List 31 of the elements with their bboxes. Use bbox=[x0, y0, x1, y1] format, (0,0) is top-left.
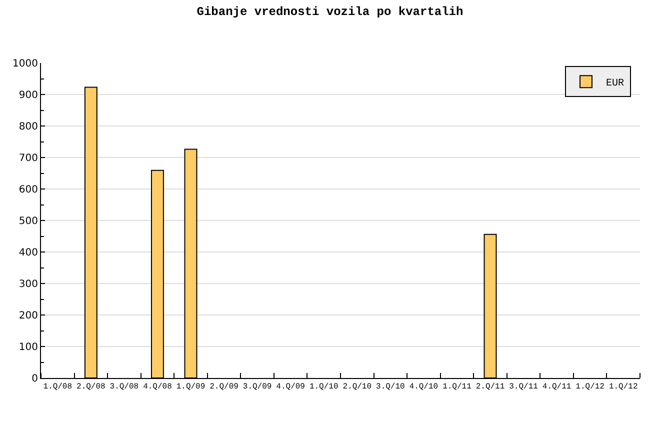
y-tick-label: 200 bbox=[18, 310, 38, 322]
x-tick-label: 4.Q/09 bbox=[276, 382, 306, 392]
chart-title: Gibanje vrednosti vozila po kvartalih bbox=[196, 5, 464, 20]
x-tick-label: 1.Q/12 bbox=[576, 382, 605, 392]
x-tick-label: 3.Q/08 bbox=[110, 382, 139, 392]
x-tick-label: 1.Q/12 bbox=[608, 382, 638, 392]
x-tick-label: 2.Q/10 bbox=[342, 382, 372, 392]
y-tick-label: 1000 bbox=[12, 58, 38, 70]
y-tick-label: 400 bbox=[18, 248, 38, 258]
x-tick-label: 4.Q/11 bbox=[542, 382, 572, 392]
y-tick-label: 100 bbox=[18, 342, 38, 353]
x-tick-label: 2.Q/09 bbox=[210, 382, 239, 392]
x-tick-label: 3.Q/09 bbox=[242, 382, 272, 392]
legend-label: EUR bbox=[606, 78, 624, 90]
y-tick-label: 500 bbox=[18, 216, 38, 227]
x-tick-label: 1.Q/08 bbox=[43, 382, 72, 392]
x-tick-label: 1.Q/09 bbox=[176, 382, 206, 392]
y-tick-label: 0 bbox=[32, 374, 38, 384]
y-tick-label: 600 bbox=[18, 184, 38, 196]
y-tick-label: 300 bbox=[18, 279, 38, 290]
x-tick-label: 4.Q/08 bbox=[143, 382, 172, 392]
y-tick-label: 800 bbox=[18, 122, 38, 132]
x-tick-label: 2.Q/11 bbox=[476, 382, 505, 392]
y-tick-label: 900 bbox=[18, 90, 38, 101]
x-tick-label: 3.Q/10 bbox=[376, 382, 406, 392]
x-tick-label: 3.Q/11 bbox=[509, 382, 538, 392]
x-tick-label: 1.Q/11 bbox=[442, 382, 472, 392]
x-tick-label: 1.Q/10 bbox=[309, 382, 338, 392]
x-tick-label: 2.Q/08 bbox=[76, 382, 106, 392]
x-tick-label: 4.Q/10 bbox=[409, 382, 438, 392]
y-tick-label: 700 bbox=[18, 153, 38, 164]
